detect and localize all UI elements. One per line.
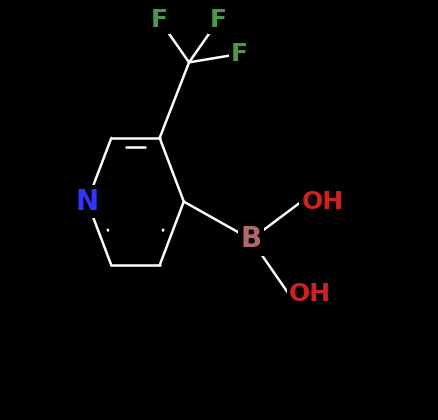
Text: F: F <box>230 42 247 66</box>
Text: B: B <box>240 226 261 253</box>
Text: N: N <box>75 188 99 215</box>
Text: OH: OH <box>301 189 343 214</box>
Text: OH: OH <box>288 282 330 306</box>
Text: F: F <box>151 8 168 32</box>
Text: F: F <box>209 8 226 32</box>
